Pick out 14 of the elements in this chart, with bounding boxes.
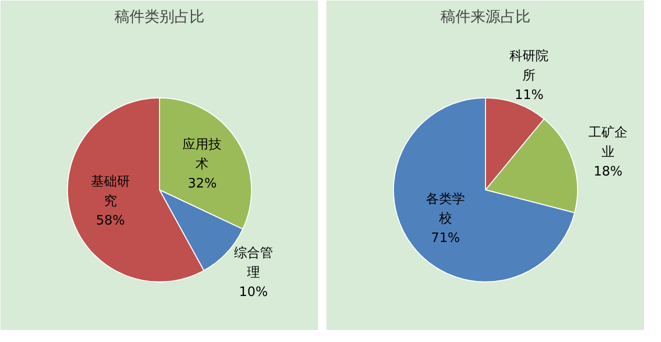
slice-label: 应用技术 bbox=[182, 136, 222, 172]
data-label: 18% bbox=[594, 164, 622, 180]
slice-label: 综合管理 bbox=[234, 246, 273, 280]
slice-label: 科研院所 bbox=[510, 48, 549, 84]
data-label: 32% bbox=[188, 176, 217, 192]
chart-title: 稿件来源占比 bbox=[440, 8, 530, 26]
chart-title: 稿件类别占比 bbox=[114, 8, 204, 26]
data-label: 71% bbox=[431, 231, 460, 246]
data-label: 58% bbox=[96, 214, 125, 229]
data-label: 10% bbox=[238, 284, 268, 300]
data-label: 11% bbox=[514, 88, 544, 103]
slice-label: 基础研究 bbox=[90, 174, 130, 210]
slice-label: 工矿企业 bbox=[588, 125, 628, 160]
slice-label: 各类学校 bbox=[426, 192, 466, 227]
